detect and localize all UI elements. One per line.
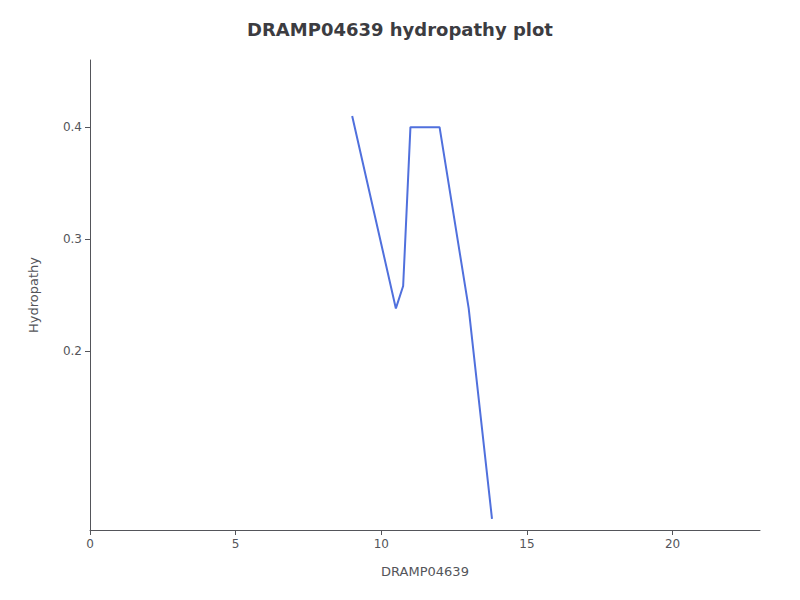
svg-text:0.4: 0.4: [63, 120, 82, 134]
svg-text:Hydropathy: Hydropathy: [26, 257, 41, 333]
svg-text:10: 10: [374, 537, 389, 551]
svg-text:0.2: 0.2: [63, 344, 82, 358]
svg-text:20: 20: [665, 537, 680, 551]
svg-text:0.3: 0.3: [63, 232, 82, 246]
svg-text:DRAMP04639 hydropathy plot: DRAMP04639 hydropathy plot: [247, 19, 553, 40]
svg-text:DRAMP04639: DRAMP04639: [381, 564, 469, 579]
svg-text:15: 15: [519, 537, 534, 551]
svg-text:5: 5: [232, 537, 240, 551]
svg-text:0: 0: [86, 537, 94, 551]
